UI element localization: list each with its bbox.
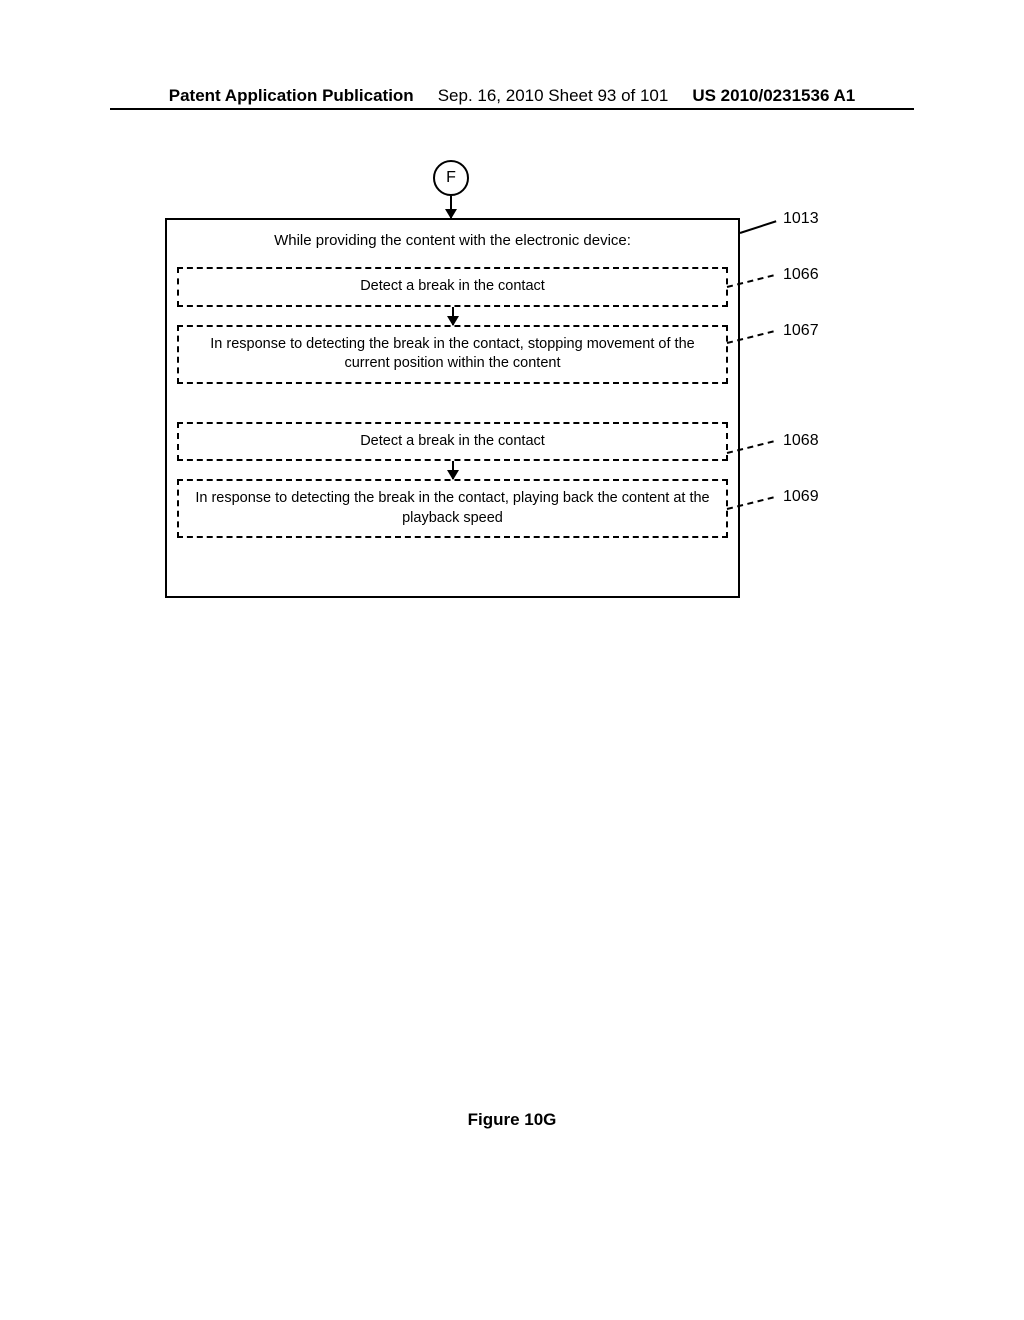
header-center: Sep. 16, 2010 Sheet 93 of 101 bbox=[438, 86, 669, 106]
gap-1066-1067 bbox=[177, 307, 728, 325]
ref-1066: 1066 bbox=[783, 266, 819, 284]
ref-1013: 1013 bbox=[783, 210, 819, 228]
ref-1068: 1068 bbox=[783, 432, 819, 450]
arrow-1068-1069 bbox=[452, 461, 454, 479]
page-header: Patent Application Publication Sep. 16, … bbox=[0, 86, 1024, 106]
step-1068: Detect a break in the contact bbox=[177, 422, 728, 462]
step-1066: Detect a break in the contact bbox=[177, 267, 728, 307]
step-1066-text: Detect a break in the contact bbox=[360, 278, 545, 294]
header-right: US 2010/0231536 A1 bbox=[692, 86, 855, 106]
outer-box-title: While providing the content with the ele… bbox=[177, 232, 728, 249]
header-left: Patent Application Publication bbox=[169, 86, 414, 106]
connector-f: F bbox=[433, 160, 469, 196]
arrow-1066-1067 bbox=[452, 307, 454, 325]
header-rule bbox=[110, 108, 914, 110]
step-1067-text: In response to detecting the break in th… bbox=[210, 336, 694, 372]
connector-f-label: F bbox=[446, 169, 456, 187]
ref-1067: 1067 bbox=[783, 322, 819, 340]
outer-box: While providing the content with the ele… bbox=[165, 218, 740, 598]
step-1069-text: In response to detecting the break in th… bbox=[195, 490, 709, 526]
figure-caption: Figure 10G bbox=[0, 1110, 1024, 1130]
step-1068-text: Detect a break in the contact bbox=[360, 433, 545, 449]
ref-1069: 1069 bbox=[783, 488, 819, 506]
step-1069: In response to detecting the break in th… bbox=[177, 479, 728, 538]
gap-1068-1069 bbox=[177, 461, 728, 479]
arrow-f-to-outer bbox=[450, 196, 452, 218]
step-1067: In response to detecting the break in th… bbox=[177, 325, 728, 384]
gap-1067-1068 bbox=[177, 384, 728, 422]
leader-1013 bbox=[740, 220, 777, 234]
